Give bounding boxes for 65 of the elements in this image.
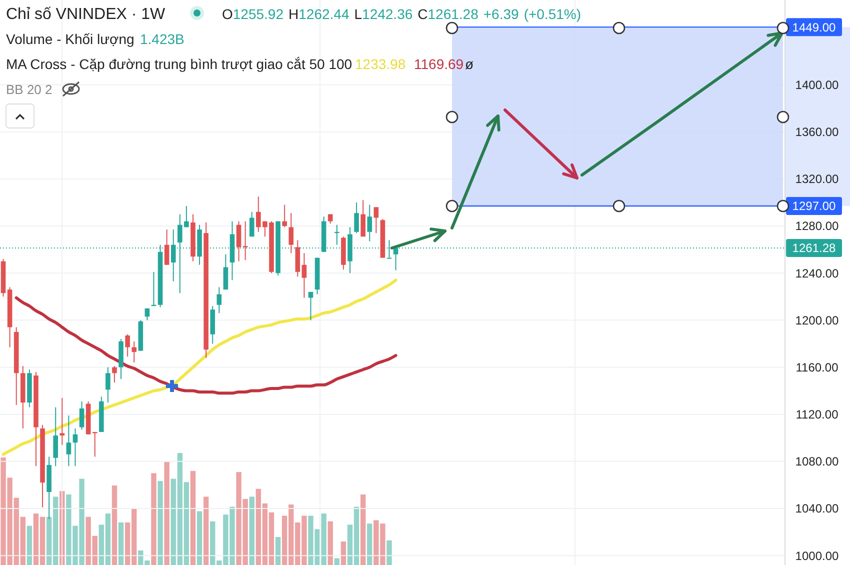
candlestick xyxy=(236,220,242,262)
bar xyxy=(26,526,32,565)
annotation: 1233.98 xyxy=(355,56,406,72)
annotation: 1.423B xyxy=(140,31,184,47)
bar xyxy=(190,470,196,565)
candlestick xyxy=(328,214,333,224)
candlestick xyxy=(164,229,170,266)
candlestick xyxy=(132,340,137,364)
ref-line-label: 1261.28 xyxy=(792,241,836,256)
bar xyxy=(196,511,202,565)
candlestick xyxy=(106,366,110,404)
bar xyxy=(203,496,209,565)
candlestick xyxy=(223,254,228,290)
candlestick xyxy=(249,211,254,238)
bar xyxy=(158,481,163,565)
bar xyxy=(151,473,156,565)
bar xyxy=(328,521,333,565)
candlestick xyxy=(308,291,314,321)
line-series xyxy=(2,278,398,456)
candlestick xyxy=(53,406,58,467)
y-tick-label: 1040.00 xyxy=(795,502,840,516)
candlestick xyxy=(367,204,372,242)
candlestick xyxy=(60,397,65,446)
candlestick xyxy=(216,286,222,314)
y-tick-label: 1000.00 xyxy=(795,548,840,563)
candlestick xyxy=(72,428,78,467)
y-tick-label: 1320.00 xyxy=(795,172,840,186)
candlestick xyxy=(66,415,72,467)
y-tick-label: 1160.00 xyxy=(796,360,839,374)
y-tick-label: 1200.00 xyxy=(795,313,840,328)
y-tick-label: 1400.00 xyxy=(795,78,840,92)
y-tick-label: 1080.00 xyxy=(795,454,840,469)
annotation: Volume - Khối lượng xyxy=(6,31,134,47)
bar xyxy=(112,485,118,565)
y-tick-label: 1120.00 xyxy=(796,408,839,422)
candlestick xyxy=(125,334,130,358)
bar xyxy=(386,540,392,565)
line-series xyxy=(14,296,398,395)
candlestick xyxy=(360,200,366,238)
bar xyxy=(118,522,124,565)
annotation: MA Cross - Cặp đường trung bình trượt giao cắt 50 100 xyxy=(6,56,352,72)
ref-line-label: 1449.00 xyxy=(792,20,836,34)
bar xyxy=(340,541,346,565)
candlestick xyxy=(79,400,84,430)
bar xyxy=(275,537,281,565)
annotation: 1169.69 xyxy=(414,56,464,72)
y-tick-label: 1360.00 xyxy=(795,125,840,140)
candlestick xyxy=(354,202,359,234)
candlestick xyxy=(302,252,307,298)
y-tick-label: 1240.00 xyxy=(795,266,840,280)
bar xyxy=(367,524,372,565)
bar xyxy=(164,462,170,565)
ref-line-label: 1297.00 xyxy=(792,199,836,214)
chart-title: Chỉ số VNINDEX · 1W xyxy=(6,6,166,23)
annotation: ø xyxy=(465,56,474,72)
candlestick xyxy=(282,204,287,228)
text: O1255.92 H1262.44 L1242.36 C1261.28 +6.39 (+0.51%) xyxy=(222,6,582,22)
candlestick xyxy=(112,366,117,384)
bar xyxy=(360,494,366,565)
candlestick xyxy=(288,212,294,254)
candlestick xyxy=(374,206,379,234)
y-tick-label: 1280.00 xyxy=(795,219,840,234)
bar xyxy=(249,496,254,565)
annotation: BB 20 2 xyxy=(6,82,52,97)
bar xyxy=(334,558,340,565)
